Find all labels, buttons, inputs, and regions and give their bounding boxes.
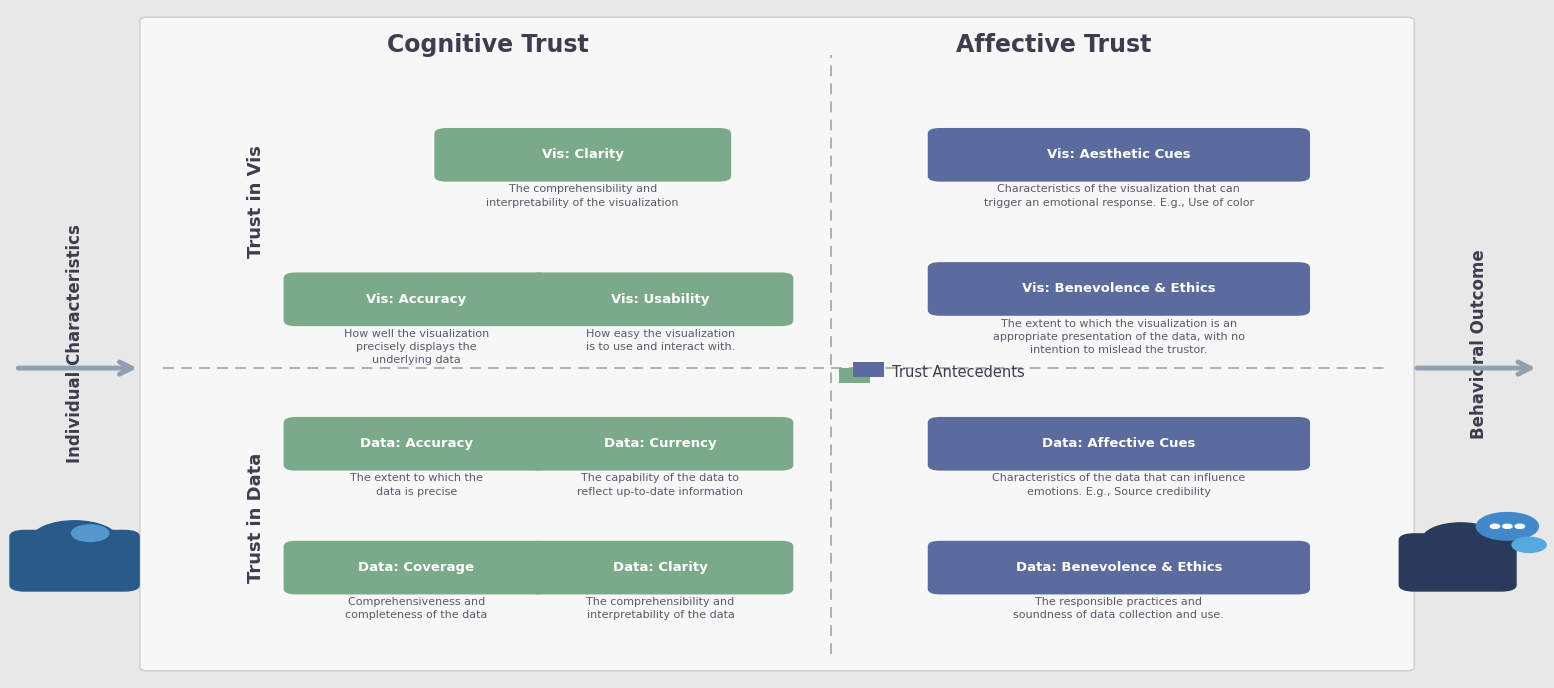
- Text: Data: Accuracy: Data: Accuracy: [361, 438, 472, 450]
- Text: The responsible practices and
soundness of data collection and use.: The responsible practices and soundness …: [1013, 597, 1225, 621]
- Text: How well the visualization
precisely displays the
underlying data: How well the visualization precisely dis…: [343, 329, 490, 365]
- FancyBboxPatch shape: [928, 128, 1310, 182]
- Text: Trust in Data: Trust in Data: [247, 453, 266, 583]
- FancyBboxPatch shape: [527, 417, 793, 471]
- Text: Vis: Usability: Vis: Usability: [611, 293, 710, 305]
- Circle shape: [71, 525, 109, 541]
- FancyBboxPatch shape: [839, 368, 870, 383]
- Circle shape: [1476, 513, 1538, 540]
- FancyBboxPatch shape: [140, 17, 1414, 671]
- Text: Vis: Accuracy: Vis: Accuracy: [367, 293, 466, 305]
- Text: Trust in Vis: Trust in Vis: [247, 144, 266, 258]
- FancyBboxPatch shape: [434, 128, 730, 182]
- FancyBboxPatch shape: [283, 272, 549, 326]
- FancyBboxPatch shape: [527, 541, 793, 594]
- Text: Vis: Aesthetic Cues: Vis: Aesthetic Cues: [1047, 149, 1190, 161]
- Text: Characteristics of the data that can influence
emotions. E.g., Source credibilit: Characteristics of the data that can inf…: [993, 473, 1245, 497]
- FancyBboxPatch shape: [283, 417, 549, 471]
- Text: Data: Affective Cues: Data: Affective Cues: [1043, 438, 1195, 450]
- Circle shape: [1515, 524, 1524, 528]
- FancyBboxPatch shape: [928, 417, 1310, 471]
- Text: Affective Trust: Affective Trust: [956, 33, 1152, 56]
- Circle shape: [1490, 524, 1500, 528]
- FancyBboxPatch shape: [527, 272, 793, 326]
- Text: How easy the visualization
is to use and interact with.: How easy the visualization is to use and…: [586, 329, 735, 352]
- Circle shape: [1422, 523, 1500, 557]
- Text: The comprehensibility and
interpretability of the data: The comprehensibility and interpretabili…: [586, 597, 735, 621]
- Text: The extent to which the
data is precise: The extent to which the data is precise: [350, 473, 483, 497]
- FancyBboxPatch shape: [928, 541, 1310, 594]
- Text: Data: Currency: Data: Currency: [605, 438, 716, 450]
- Circle shape: [1503, 524, 1512, 528]
- Text: Individual Characteristics: Individual Characteristics: [65, 224, 84, 464]
- Text: Vis: Benevolence & Ethics: Vis: Benevolence & Ethics: [1023, 283, 1215, 295]
- FancyBboxPatch shape: [853, 362, 884, 377]
- Text: The extent to which the visualization is an
appropriate presentation of the data: The extent to which the visualization is…: [993, 319, 1245, 355]
- Text: Data: Coverage: Data: Coverage: [359, 561, 474, 574]
- FancyBboxPatch shape: [1399, 533, 1517, 592]
- Text: Data: Benevolence & Ethics: Data: Benevolence & Ethics: [1016, 561, 1221, 574]
- Text: Comprehensiveness and
completeness of the data: Comprehensiveness and completeness of th…: [345, 597, 488, 621]
- Circle shape: [31, 521, 118, 559]
- Text: The capability of the data to
reflect up-to-date information: The capability of the data to reflect up…: [578, 473, 743, 497]
- Text: Cognitive Trust: Cognitive Trust: [387, 33, 589, 56]
- Text: Characteristics of the visualization that can
trigger an emotional response. E.g: Characteristics of the visualization tha…: [984, 184, 1254, 208]
- Text: The comprehensibility and
interpretability of the visualization: The comprehensibility and interpretabili…: [486, 184, 679, 208]
- FancyBboxPatch shape: [928, 262, 1310, 316]
- Text: Trust Antecedents: Trust Antecedents: [892, 365, 1024, 380]
- Text: Behavioral Outcome: Behavioral Outcome: [1470, 249, 1489, 439]
- FancyBboxPatch shape: [9, 530, 140, 592]
- Text: Data: Clarity: Data: Clarity: [614, 561, 707, 574]
- Circle shape: [1512, 537, 1546, 552]
- Text: Vis: Clarity: Vis: Clarity: [542, 149, 623, 161]
- FancyBboxPatch shape: [283, 541, 549, 594]
